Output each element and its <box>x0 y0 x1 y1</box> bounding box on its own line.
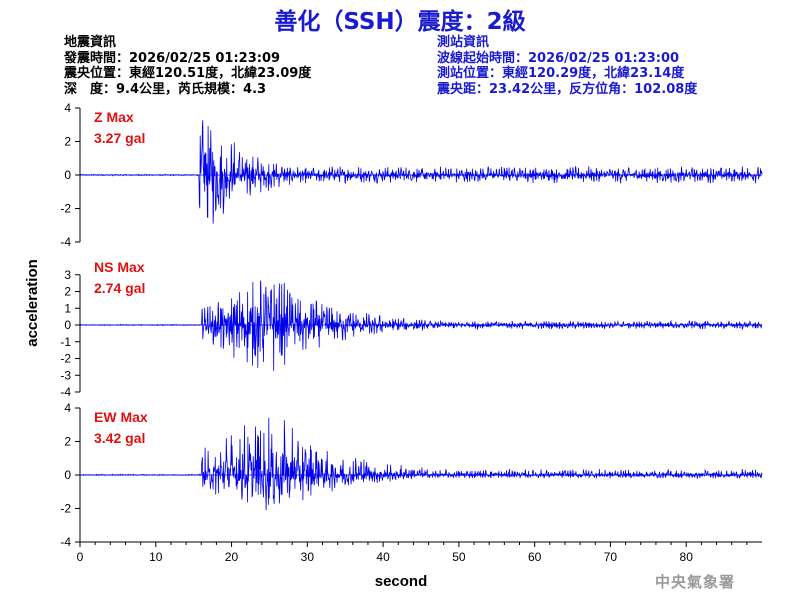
quake-epicenter: 震央位置：東經120.51度，北緯23.09度 <box>64 66 312 81</box>
x-tick-label: 30 <box>301 550 315 564</box>
ew-y-tick-label: 0 <box>64 468 71 482</box>
x-tick-label: 20 <box>225 550 239 564</box>
z-y-tick-label: -4 <box>60 235 71 249</box>
ns-y-tick-label: 1 <box>64 301 71 315</box>
z-y-tick-label: 2 <box>64 135 71 149</box>
y-axis-title: acceleration <box>24 259 41 347</box>
x-tick-label: 50 <box>452 550 466 564</box>
ns-y-tick-label: -3 <box>60 368 71 382</box>
z-max-label: Z Max <box>94 109 134 125</box>
station-wave-start: 波線起始時間：2026/02/25 01:23:00 <box>437 50 680 66</box>
x-tick-label: 60 <box>528 550 542 564</box>
z-y-tick-label: 4 <box>64 101 71 115</box>
ns-y-tick-label: 2 <box>64 285 71 299</box>
agency-stamp: 中央氣象署 <box>655 573 736 591</box>
quake-depth-magnitude: 深 度：9.4公里，芮氏規模：4.3 <box>64 81 267 97</box>
ew-waveform <box>79 417 763 511</box>
z-y-tick-label: 0 <box>64 168 71 182</box>
station-info-heading: 測站資訊 <box>437 35 490 50</box>
quake-info: 地震資訊 發震時間：2026/02/25 01:23:09 震央位置：東經120… <box>64 35 311 97</box>
ew-y-tick-label: 2 <box>64 435 71 449</box>
ns-y-tick-label: -1 <box>60 335 71 349</box>
ns-y-tick-label: -4 <box>60 385 71 399</box>
page-title: 善化（SSH）震度：2級 <box>274 9 526 35</box>
ns-y-tick-label: 3 <box>64 268 71 282</box>
ns-max-label: NS Max <box>94 259 145 275</box>
ns-y-tick-label: -2 <box>60 352 71 366</box>
ns-max-value: 2.74 gal <box>94 280 145 296</box>
ns-waveform <box>79 279 763 371</box>
z-y-tick-label: -2 <box>60 202 71 216</box>
z-waveform <box>79 120 763 224</box>
quake-origin-time: 發震時間：2026/02/25 01:23:09 <box>64 50 281 66</box>
station-distance-azimuth: 震央距：23.42公里，反方位角：102.08度 <box>437 81 698 97</box>
station-location: 測站位置：東經120.29度，北緯23.14度 <box>437 66 685 81</box>
ew-max-label: EW Max <box>94 409 148 425</box>
x-tick-label: 70 <box>604 550 618 564</box>
ew-max-value: 3.42 gal <box>94 430 145 446</box>
x-axis-title: second <box>375 573 428 590</box>
ns-y-tick-label: 0 <box>64 318 71 332</box>
x-tick-label: 40 <box>376 550 390 564</box>
z-max-value: 3.27 gal <box>94 130 145 146</box>
ew-y-tick-label: -2 <box>60 502 71 516</box>
station-info: 測站資訊 波線起始時間：2026/02/25 01:23:00 測站位置：東經1… <box>437 35 697 97</box>
x-tick-label: 80 <box>680 550 694 564</box>
quake-info-heading: 地震資訊 <box>64 35 117 50</box>
x-tick-label: 0 <box>77 550 84 564</box>
ew-y-tick-label: -4 <box>60 535 71 549</box>
ew-y-tick-label: 4 <box>64 401 71 415</box>
x-tick-label: 10 <box>149 550 163 564</box>
